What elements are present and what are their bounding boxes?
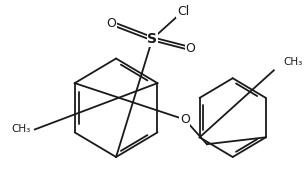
Text: S: S: [147, 32, 157, 46]
Text: CH₃: CH₃: [11, 124, 30, 135]
Text: O: O: [180, 113, 190, 126]
Text: O: O: [186, 42, 196, 55]
Text: Cl: Cl: [177, 5, 189, 18]
Text: CH₃: CH₃: [283, 57, 303, 68]
Text: O: O: [106, 17, 116, 30]
